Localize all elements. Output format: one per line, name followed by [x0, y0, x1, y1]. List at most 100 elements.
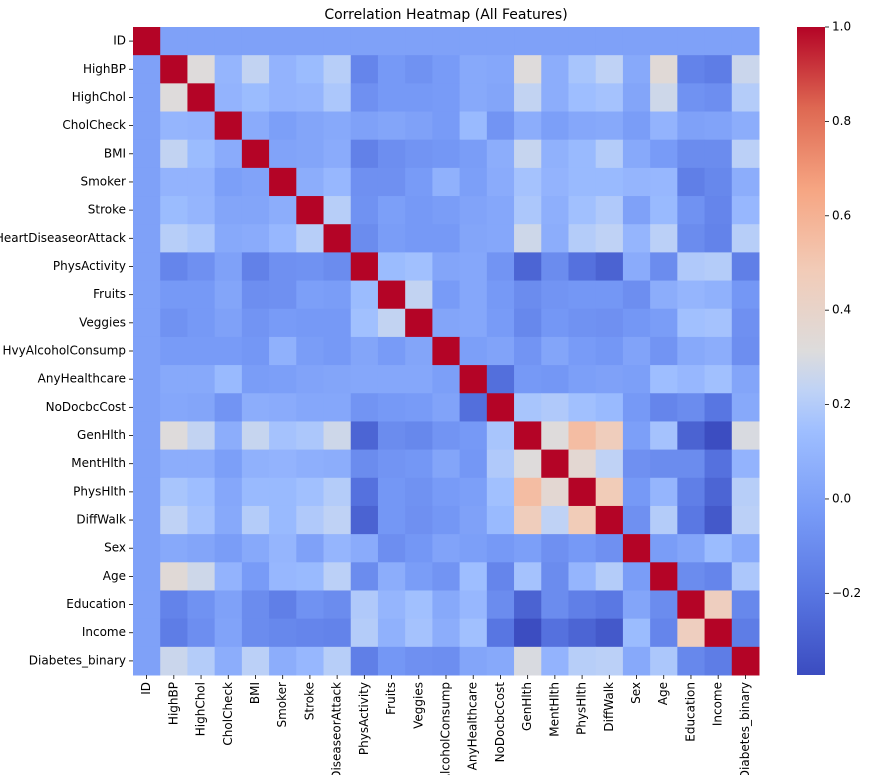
heatmap-cell [541, 365, 569, 394]
heatmap-cell [622, 336, 651, 366]
heatmap-cell [650, 336, 678, 366]
heatmap-cell [133, 252, 161, 282]
heatmap-cell [133, 196, 161, 225]
heatmap-cell [514, 280, 542, 310]
heatmap-cell [269, 646, 297, 676]
x-tick-label: HvyAlcoholConsump [439, 682, 453, 775]
heatmap-cell [160, 27, 188, 56]
heatmap-cell [432, 562, 461, 591]
heatmap-cell [704, 336, 733, 366]
heatmap-cell [677, 590, 706, 620]
heatmap-cell [296, 308, 325, 338]
heatmap-cell [323, 505, 352, 535]
heatmap-cell [568, 590, 597, 620]
heatmap-cell [133, 111, 161, 141]
heatmap-cell [377, 505, 406, 535]
heatmap-cell [704, 111, 733, 141]
heatmap-cell [432, 196, 461, 225]
heatmap-cell [160, 336, 188, 366]
heatmap-cell [214, 534, 243, 563]
heatmap-cell [269, 618, 297, 648]
heatmap-cell [323, 534, 352, 563]
colorbar [797, 27, 825, 675]
heatmap-cell [133, 477, 161, 507]
heatmap-cell [486, 83, 515, 113]
heatmap-cell [323, 224, 352, 253]
heatmap-cell [568, 111, 597, 141]
heatmap-cell [514, 646, 542, 676]
heatmap-cell [541, 27, 569, 56]
heatmap-cell [514, 449, 542, 479]
heatmap-cell [459, 393, 488, 422]
heatmap-cell [459, 477, 488, 507]
heatmap-cell [595, 562, 624, 591]
heatmap-cell [160, 252, 188, 282]
heatmap-cell [160, 365, 188, 394]
heatmap-cell [214, 421, 243, 451]
heatmap-cell [541, 505, 569, 535]
heatmap-cell [459, 534, 488, 563]
heatmap-cell [704, 393, 733, 422]
heatmap-cell [731, 534, 760, 563]
heatmap-cell [650, 27, 678, 56]
heatmap-cell [187, 27, 216, 56]
heatmap-cell [432, 55, 461, 84]
heatmap-cell [541, 477, 569, 507]
y-tick-label: HeartDiseaseorAttack [0, 231, 126, 245]
heatmap-cell [241, 365, 270, 394]
heatmap-cell [650, 618, 678, 648]
y-tick-label: Smoker [81, 174, 127, 188]
heatmap-cell [704, 196, 733, 225]
heatmap-cell [405, 252, 433, 282]
y-tick-label: PhysHlth [73, 484, 126, 498]
heatmap-cell [595, 111, 624, 141]
heatmap-cell [486, 280, 515, 310]
heatmap-cell [595, 280, 624, 310]
y-tick-label: HighChol [72, 90, 126, 104]
heatmap-cell [514, 618, 542, 648]
heatmap-cell [405, 421, 433, 451]
heatmap-cell [541, 336, 569, 366]
heatmap-cell [323, 421, 352, 451]
heatmap-cell [160, 83, 188, 113]
heatmap-cell [432, 83, 461, 113]
heatmap-cell [214, 83, 243, 113]
heatmap-cell [241, 336, 270, 366]
heatmap-cell [486, 336, 515, 366]
heatmap-cell [296, 618, 325, 648]
heatmap-cell [486, 421, 515, 451]
heatmap-cell [704, 618, 733, 648]
heatmap-cell [269, 336, 297, 366]
heatmap-cell [187, 365, 216, 394]
heatmap-cell [459, 618, 488, 648]
heatmap-cell [677, 252, 706, 282]
heatmap-cell [514, 477, 542, 507]
heatmap-cell [405, 196, 433, 225]
heatmap-cell [241, 83, 270, 113]
heatmap-cell [541, 562, 569, 591]
heatmap-cell [133, 562, 161, 591]
heatmap-cell [731, 393, 760, 422]
heatmap-cell [622, 449, 651, 479]
heatmap-cell [677, 83, 706, 113]
heatmap-cell [323, 139, 352, 169]
y-tick-label: Income [82, 625, 126, 639]
heatmap-cell [323, 646, 352, 676]
heatmap-cell [296, 27, 325, 56]
heatmap-cell [432, 336, 461, 366]
heatmap-cell [731, 477, 760, 507]
heatmap-cell [323, 55, 352, 84]
heatmap-cell [432, 365, 461, 394]
heatmap-cell [133, 646, 161, 676]
heatmap-cell [650, 646, 678, 676]
heatmap-cell [296, 562, 325, 591]
heatmap-cell [377, 562, 406, 591]
heatmap-cell [323, 590, 352, 620]
heatmap-cell [405, 393, 433, 422]
y-tick-label: Veggies [79, 315, 126, 329]
heatmap-cell [568, 646, 597, 676]
heatmap-cell [350, 477, 379, 507]
heatmap-cell [595, 83, 624, 113]
